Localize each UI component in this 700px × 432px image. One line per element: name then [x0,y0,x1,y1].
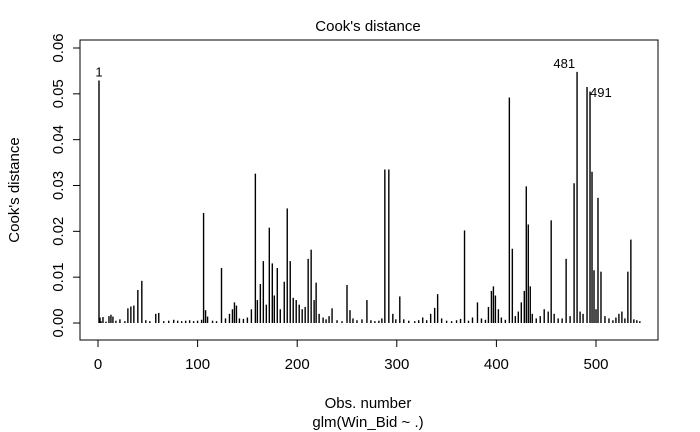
annotations-group: 1 481 491 [95,56,611,100]
x-axis-label: Obs. number [325,395,412,412]
x-axis: 0 100 200 300 400 500 [94,339,609,373]
observation-annotation-1: 1 [95,65,102,80]
observation-annotation-491: 491 [590,85,612,100]
y-tick-label: 0.04 [50,125,67,154]
y-tick-label: 0.05 [50,79,67,108]
observation-annotation-481: 481 [553,56,575,71]
bars-group [98,71,641,323]
model-formula-label: glm(Win_Bid ~ .) [312,414,423,431]
x-tick-label: 200 [285,356,310,373]
x-tick-label: 100 [185,356,210,373]
x-tick-label: 500 [583,356,608,373]
y-tick-label: 0.03 [50,171,67,200]
x-tick-label: 300 [384,356,409,373]
y-tick-label: 0.00 [50,308,67,337]
y-tick-label: 0.01 [50,263,67,292]
plot-frame [79,39,659,341]
y-tick-label: 0.02 [50,217,67,246]
chart-title: Cook's distance [315,18,420,35]
y-axis-label: Cook's distance [6,137,23,242]
y-axis: 0.00 0.01 0.02 0.03 0.04 0.05 0.06 [50,33,81,338]
x-tick-label: 0 [94,356,102,373]
y-tick-label: 0.06 [50,33,67,62]
x-tick-label: 400 [484,356,509,373]
